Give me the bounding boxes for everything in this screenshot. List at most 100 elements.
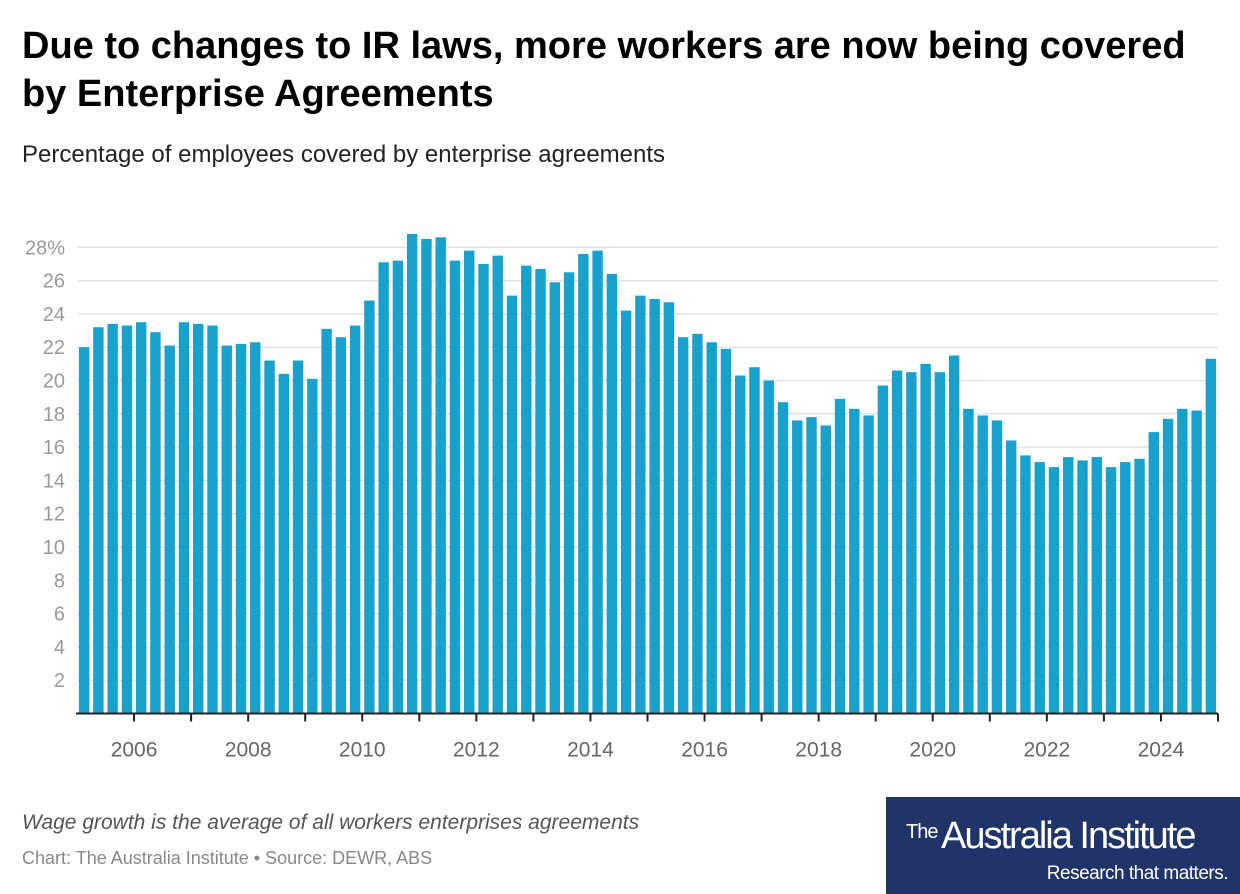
bar (178, 322, 190, 714)
bar (335, 337, 347, 714)
bar (677, 337, 689, 714)
chart-note: Wage growth is the average of all worker… (22, 811, 640, 834)
bar (1091, 457, 1102, 714)
bar (164, 345, 175, 714)
bar (792, 420, 803, 714)
x-tick-label: 2008 (225, 739, 272, 762)
bar (1148, 432, 1160, 714)
bar (107, 323, 118, 714)
bar (920, 363, 931, 714)
bar (606, 273, 618, 714)
bar (578, 253, 589, 714)
y-tick-label: 16 (43, 437, 65, 459)
x-tick-label: 2012 (453, 739, 500, 762)
logo-tagline: Research that matters. (1046, 863, 1229, 884)
y-tick-label: 4 (54, 637, 65, 659)
x-axis: 2006 2008 2010 2012 2014 2016 2018 2020 2022 2024 (76, 712, 1219, 762)
bar (250, 342, 261, 714)
bar (1120, 462, 1131, 714)
bar (1005, 440, 1017, 714)
bar (735, 375, 746, 714)
bar (806, 417, 817, 714)
chart-source: Chart: The Australia Institute • Source:… (22, 848, 433, 868)
x-tick-label: 2022 (1023, 739, 1070, 762)
bar (464, 250, 475, 714)
bar (592, 250, 603, 714)
bar (521, 265, 532, 714)
y-tick-label: 22 (43, 337, 65, 359)
bar (221, 345, 232, 714)
bar (720, 348, 732, 714)
bar (307, 378, 318, 714)
bar (692, 333, 703, 714)
y-tick-label: 28% (25, 237, 65, 259)
bar (1063, 457, 1074, 714)
bar (292, 360, 304, 714)
x-tick-label: 2020 (909, 739, 956, 762)
bar (264, 360, 275, 714)
bar (948, 355, 960, 714)
bar (635, 295, 646, 714)
bar (449, 260, 461, 714)
bar (478, 263, 489, 714)
bar (1191, 410, 1202, 714)
x-tick-label: 2024 (1138, 739, 1185, 762)
gridlines (77, 246, 1218, 681)
y-tick-label: 18 (43, 404, 65, 426)
bar (777, 402, 789, 714)
bar (207, 325, 218, 714)
bar (549, 282, 560, 714)
bar (492, 255, 503, 714)
bar (392, 260, 404, 714)
bar (421, 238, 432, 714)
bar (906, 372, 917, 714)
bar (435, 237, 446, 714)
bar (991, 420, 1003, 714)
bar (820, 425, 831, 714)
y-tick-label: 20 (43, 371, 65, 393)
bar (977, 415, 988, 714)
bar (321, 328, 332, 714)
australia-institute-logo[interactable]: The Australia Institute Research that ma… (886, 797, 1240, 894)
bar (1034, 462, 1045, 714)
bar (663, 302, 675, 714)
logo-the: The (906, 821, 938, 843)
y-tick-label: 6 (54, 604, 65, 626)
bar (891, 370, 903, 714)
bar (1077, 460, 1088, 714)
chart-title: Due to changes to IR laws, more workers … (22, 25, 1186, 115)
bar (349, 325, 361, 714)
y-tick-label: 8 (54, 570, 65, 592)
y-tick-label: 10 (43, 537, 65, 559)
bar (535, 268, 546, 714)
bars (78, 233, 1217, 714)
bar (1134, 458, 1145, 714)
x-tick-label: 2006 (111, 739, 158, 762)
bar (834, 398, 846, 714)
bar (135, 322, 147, 714)
bar (78, 347, 90, 714)
bar (406, 233, 418, 714)
x-tick-label: 2018 (795, 739, 842, 762)
x-tick-label: 2016 (681, 739, 728, 762)
bar (1162, 418, 1174, 714)
y-tick-label: 14 (43, 470, 65, 492)
bar (649, 298, 660, 714)
bar (278, 373, 290, 714)
bar (849, 408, 860, 714)
bar (150, 332, 161, 714)
bar (1020, 455, 1031, 714)
bar (1177, 408, 1188, 714)
bar (193, 323, 204, 714)
bar (378, 262, 389, 714)
bar (763, 380, 774, 714)
x-tick-label: 2010 (339, 739, 386, 762)
bar (877, 385, 889, 714)
y-tick-label: 12 (43, 504, 65, 526)
bar (863, 415, 874, 714)
chart-subtitle: Percentage of employees covered by enter… (22, 141, 666, 168)
bar (1105, 467, 1117, 714)
bar (364, 300, 375, 714)
